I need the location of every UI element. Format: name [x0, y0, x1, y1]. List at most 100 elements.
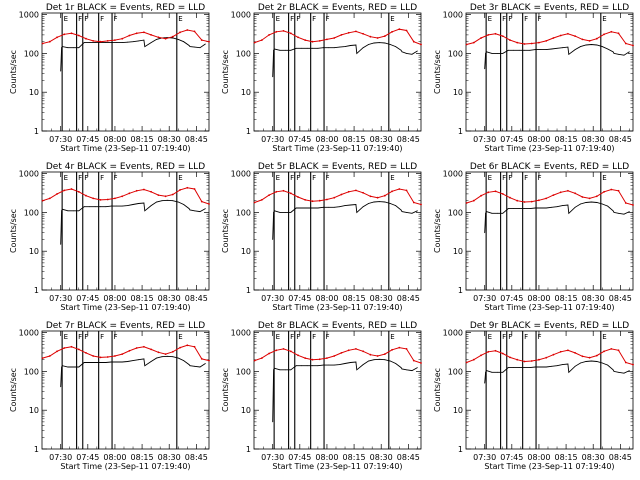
lld-point	[617, 349, 620, 352]
lld-point	[347, 349, 350, 352]
events-point	[406, 369, 407, 371]
events-point	[105, 206, 107, 208]
lld-point	[186, 344, 189, 347]
events-point	[518, 49, 520, 51]
plot-frame	[465, 12, 634, 132]
flag-marker-label: E	[602, 333, 606, 341]
events-point	[355, 204, 357, 205]
lld-point	[121, 353, 124, 355]
events-point	[78, 210, 80, 212]
lld-point	[171, 35, 174, 38]
x-tick-label: 08:30	[370, 294, 393, 303]
events-point	[389, 360, 391, 362]
lld-point	[121, 37, 124, 40]
flag-marker-label: F	[114, 333, 118, 341]
lld-point	[603, 33, 605, 36]
events-point	[355, 361, 357, 363]
events-point	[279, 49, 281, 51]
events-point	[189, 365, 191, 367]
lld-series-line	[466, 188, 634, 206]
lld-point	[41, 42, 44, 45]
plot-frame	[253, 171, 422, 291]
events-point	[486, 51, 487, 53]
lld-point	[48, 40, 51, 43]
events-point	[156, 357, 157, 359]
lld-point	[157, 36, 160, 39]
x-axis-label: Start Time (23-Sep-11 07:19:40)	[272, 144, 402, 153]
lld-point	[179, 31, 182, 34]
lld-point	[405, 189, 408, 192]
x-axis-label: Start Time (23-Sep-11 07:19:40)	[60, 303, 190, 312]
x-tick-label: 07:45	[76, 294, 99, 303]
lld-point	[632, 204, 634, 206]
x-tick-label: 08:00	[103, 294, 126, 303]
events-point	[317, 207, 319, 209]
x-tick-label: 08:15	[555, 294, 578, 303]
lld-point	[487, 34, 490, 36]
lld-point	[501, 352, 504, 355]
events-point	[601, 46, 603, 47]
x-tick-label: 07:30	[49, 135, 72, 144]
flag-marker-label: F	[502, 174, 506, 182]
events-point	[484, 232, 486, 234]
flag-marker-label: E	[178, 174, 182, 182]
y-tick-label: 10	[453, 247, 463, 256]
events-point	[613, 212, 615, 213]
events-point	[83, 42, 85, 43]
y-axis-label: Counts/sec	[433, 368, 442, 412]
lld-point	[70, 32, 73, 35]
events-point	[545, 49, 547, 50]
lld-point	[135, 347, 138, 349]
events-point	[279, 369, 281, 371]
flag-marker-label: F	[296, 174, 300, 182]
lld-point	[99, 199, 102, 201]
events-point	[183, 204, 185, 205]
lld-point	[538, 41, 540, 44]
y-tick-label: 10	[29, 406, 39, 415]
detector-panel: Det 8r BLACK = Events, RED = LLD 1 10 100 10…	[221, 321, 422, 471]
events-point	[328, 206, 330, 208]
events-point	[156, 201, 157, 203]
lld-point	[326, 38, 328, 41]
lld-point	[465, 361, 468, 364]
lld-point	[588, 356, 591, 359]
events-point	[194, 46, 195, 48]
lld-point	[523, 360, 526, 363]
lld-point	[150, 190, 153, 193]
lld-point	[289, 32, 292, 35]
events-point	[116, 361, 118, 363]
y-tick-label: 1	[458, 127, 463, 136]
flag-marker-label: E	[276, 174, 280, 182]
lld-point	[297, 196, 299, 198]
lld-point	[369, 353, 372, 356]
events-point	[406, 53, 407, 54]
lld-point	[632, 44, 634, 47]
events-point	[273, 369, 274, 371]
flag-marker-label: F	[508, 174, 512, 182]
lld-series-line	[42, 29, 210, 44]
lld-point	[552, 194, 555, 197]
events-point	[368, 44, 369, 45]
lld-point	[193, 30, 196, 33]
x-axis-label: Start Time (23-Sep-11 07:19:40)	[484, 303, 614, 312]
events-point	[339, 206, 340, 208]
events-point	[150, 361, 152, 362]
events-point	[502, 371, 504, 373]
events-point	[188, 364, 190, 365]
flag-marker-label: F	[312, 333, 316, 341]
lld-point	[268, 194, 270, 197]
events-point	[167, 199, 168, 201]
x-tick-label: 08:30	[370, 453, 393, 462]
flag-marker-label: F	[114, 15, 118, 23]
lld-point	[412, 40, 415, 43]
lld-point	[530, 42, 533, 45]
events-point	[524, 367, 525, 368]
events-point	[189, 46, 191, 47]
events-point	[127, 41, 128, 43]
events-point	[513, 367, 514, 368]
y-tick-label: 100	[24, 49, 39, 58]
plot-frame	[253, 330, 422, 450]
events-point	[540, 207, 542, 209]
lld-point	[603, 350, 605, 353]
events-point	[400, 367, 402, 368]
